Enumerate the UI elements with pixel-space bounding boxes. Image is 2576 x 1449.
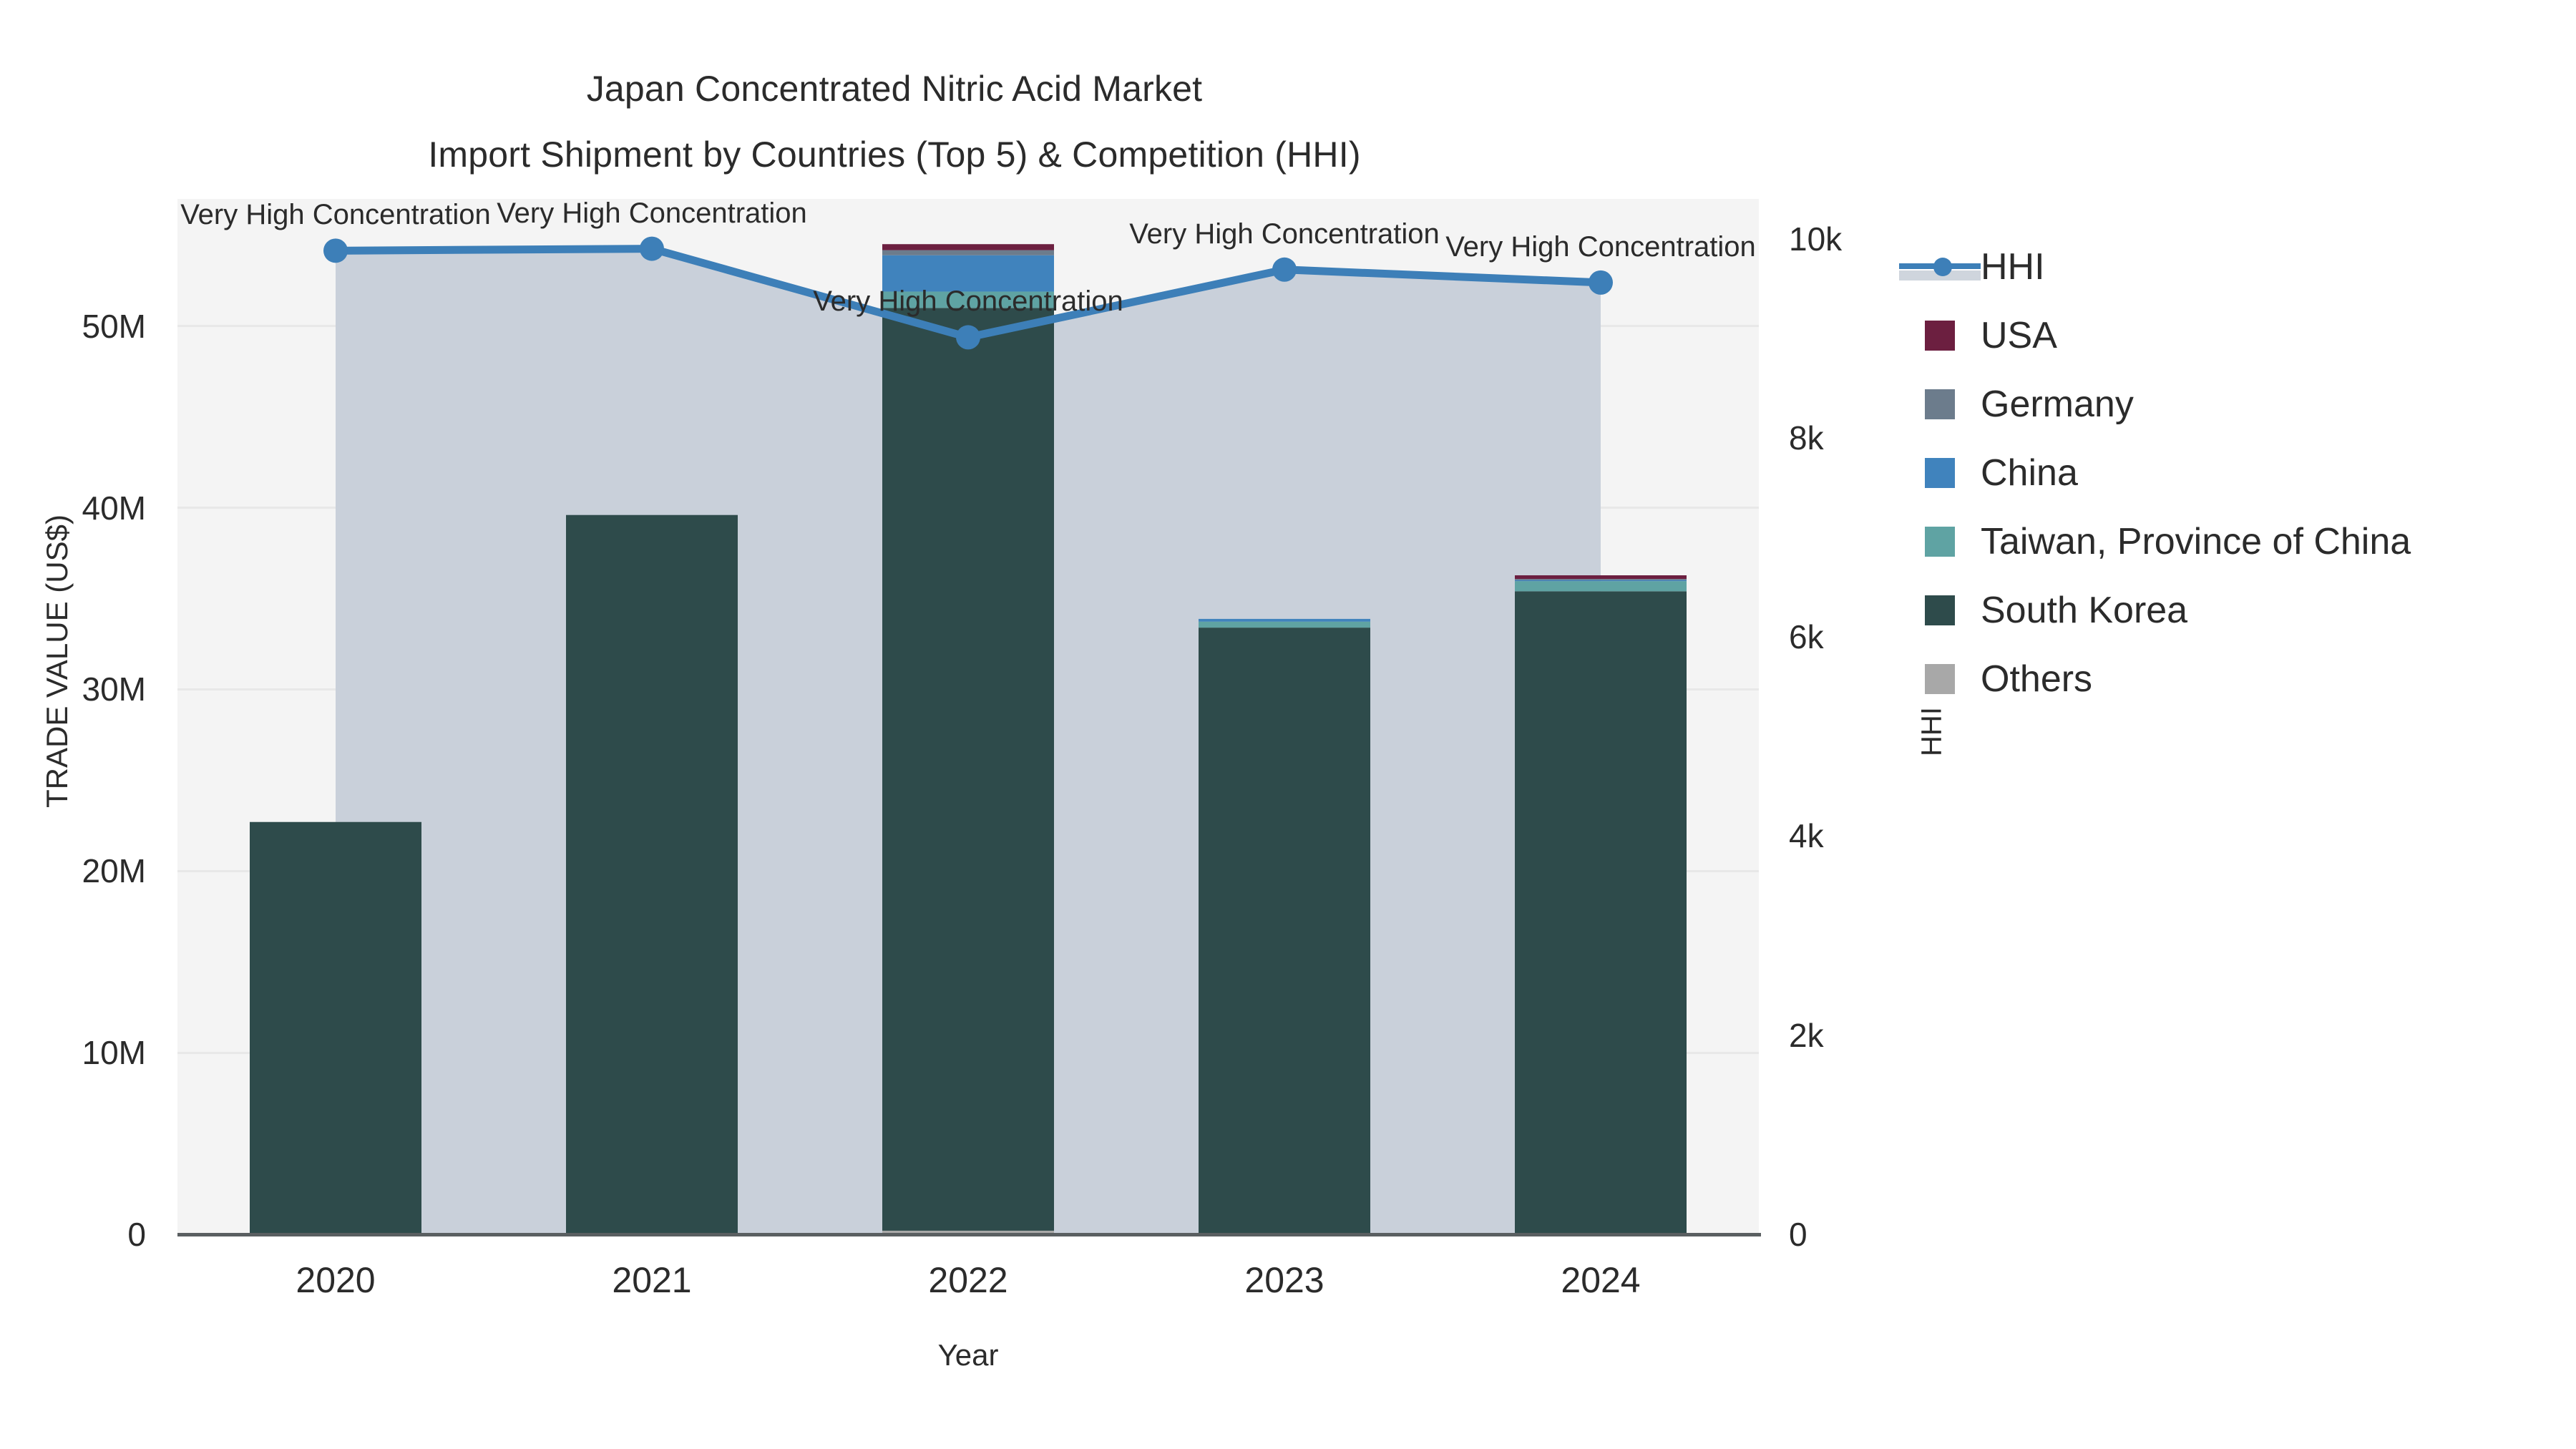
y-axis-tick-label: 20M (82, 852, 146, 890)
y-axis-right-tick-label: 0 (1789, 1216, 1807, 1253)
bar-segment[interactable] (882, 1230, 1054, 1234)
bar-stack[interactable] (250, 821, 421, 1234)
y-axis-tick-label: 0 (127, 1216, 146, 1253)
bar-segment[interactable] (1515, 575, 1687, 580)
legend-item[interactable]: Taiwan, Province of China (1925, 507, 2411, 576)
bars-group (250, 244, 1687, 1234)
y-axis-right-tick-label: 10k (1789, 220, 1843, 258)
hhi-marker[interactable] (1272, 257, 1297, 282)
x-axis-tick-label: 2020 (296, 1260, 376, 1300)
concentration-annotation: Very High Concentration (1129, 218, 1440, 250)
hhi-marker[interactable] (640, 236, 664, 261)
bar-segment[interactable] (882, 250, 1054, 255)
y-axis-right-tick-label: 8k (1789, 419, 1824, 457)
bar-segment[interactable] (1515, 580, 1687, 582)
y-axis-tick-label: 30M (82, 670, 146, 708)
bar-segment[interactable] (1515, 579, 1687, 580)
legend-item-label: HHI (1981, 246, 2045, 288)
bar-segment[interactable] (882, 291, 1054, 308)
y-axis-tick-label: 50M (82, 307, 146, 345)
bar-stack[interactable] (566, 514, 738, 1234)
legend-item[interactable]: USA (1925, 301, 2411, 370)
legend-dot (1933, 258, 1952, 276)
x-axis-tick-label: 2024 (1561, 1260, 1641, 1300)
y-axis-right-tick-label: 6k (1789, 618, 1824, 656)
chart-title: Japan Concentrated Nitric Acid Market (586, 69, 1203, 109)
legend-item[interactable]: HHI (1899, 233, 2411, 301)
legend-line-marker-icon (1899, 252, 1981, 282)
bar-segment[interactable] (882, 255, 1054, 292)
x-axis-title: Year (937, 1338, 999, 1372)
y-axis-left-ticks: 0 10M 20M 30M 40M 50M (0, 199, 163, 1253)
legend-item-label: South Korea (1981, 590, 2188, 631)
x-axis-tick-label: 2023 (1244, 1260, 1324, 1300)
legend-item-label: China (1981, 452, 2078, 494)
legend-color-swatch (1925, 389, 1955, 419)
legend-item[interactable]: Others (1925, 645, 2411, 713)
y-axis-tick-label: 10M (82, 1034, 146, 1072)
legend-item[interactable]: Germany (1925, 370, 2411, 439)
bar-segment[interactable] (882, 308, 1054, 1231)
hhi-marker[interactable] (323, 238, 348, 263)
chart-title-block: Japan Concentrated Nitric Acid Market Im… (0, 56, 1789, 187)
bar-segment[interactable] (1515, 581, 1687, 592)
bar-segment[interactable] (882, 244, 1054, 250)
hhi-marker[interactable] (956, 325, 980, 350)
y-axis-right-tick-label: 2k (1789, 1016, 1824, 1054)
concentration-annotation: Very High Concentration (497, 197, 807, 229)
legend-color-swatch (1925, 321, 1955, 351)
legend: HHI USA Germany China Taiwan, Province of Ch… (1899, 233, 2411, 713)
hhi-line-series (250, 236, 1687, 1234)
legend-item[interactable]: South Korea (1925, 576, 2411, 645)
bar-stack[interactable] (1199, 618, 1370, 1234)
bar-segment[interactable] (566, 514, 738, 1234)
bar-segment[interactable] (1199, 621, 1370, 628)
x-axis-tick-label: 2022 (928, 1260, 1008, 1300)
legend-item-label: Taiwan, Province of China (1981, 521, 2411, 562)
legend-item-label: Others (1981, 658, 2093, 700)
bar-segment[interactable] (1515, 591, 1687, 1234)
legend-item-label: USA (1981, 315, 2057, 356)
y-axis-title: TRADE VALUE (US$) (40, 514, 74, 808)
chart-subtitle: Import Shipment by Countries (Top 5) & C… (428, 135, 1361, 175)
legend-item[interactable]: China (1925, 439, 2411, 507)
bar-segment[interactable] (1199, 618, 1370, 622)
y-axis-right-ticks: 0 2k 4k 6k 8k 10k (1773, 199, 1945, 1253)
legend-color-swatch (1925, 664, 1955, 694)
x-axis-line (177, 1233, 1761, 1236)
bar-segment[interactable] (250, 821, 421, 1234)
bar-stack[interactable] (1515, 575, 1687, 1234)
y-axis-right-tick-label: 4k (1789, 817, 1824, 855)
bar-stack[interactable] (882, 244, 1054, 1234)
y-axis-tick-label: 40M (82, 489, 146, 527)
bar-segment[interactable] (1199, 628, 1370, 1234)
concentration-annotation: Very High Concentration (1445, 230, 1756, 263)
legend-color-swatch (1925, 527, 1955, 557)
hhi-marker[interactable] (1589, 270, 1613, 295)
x-axis-tick-label: 2021 (612, 1260, 692, 1300)
legend-color-swatch (1925, 595, 1955, 625)
legend-item-label: Germany (1981, 384, 2134, 425)
concentration-annotation: Very High Concentration (180, 199, 491, 231)
concentration-annotation: Very High Concentration (813, 286, 1123, 318)
legend-color-swatch (1925, 458, 1955, 488)
